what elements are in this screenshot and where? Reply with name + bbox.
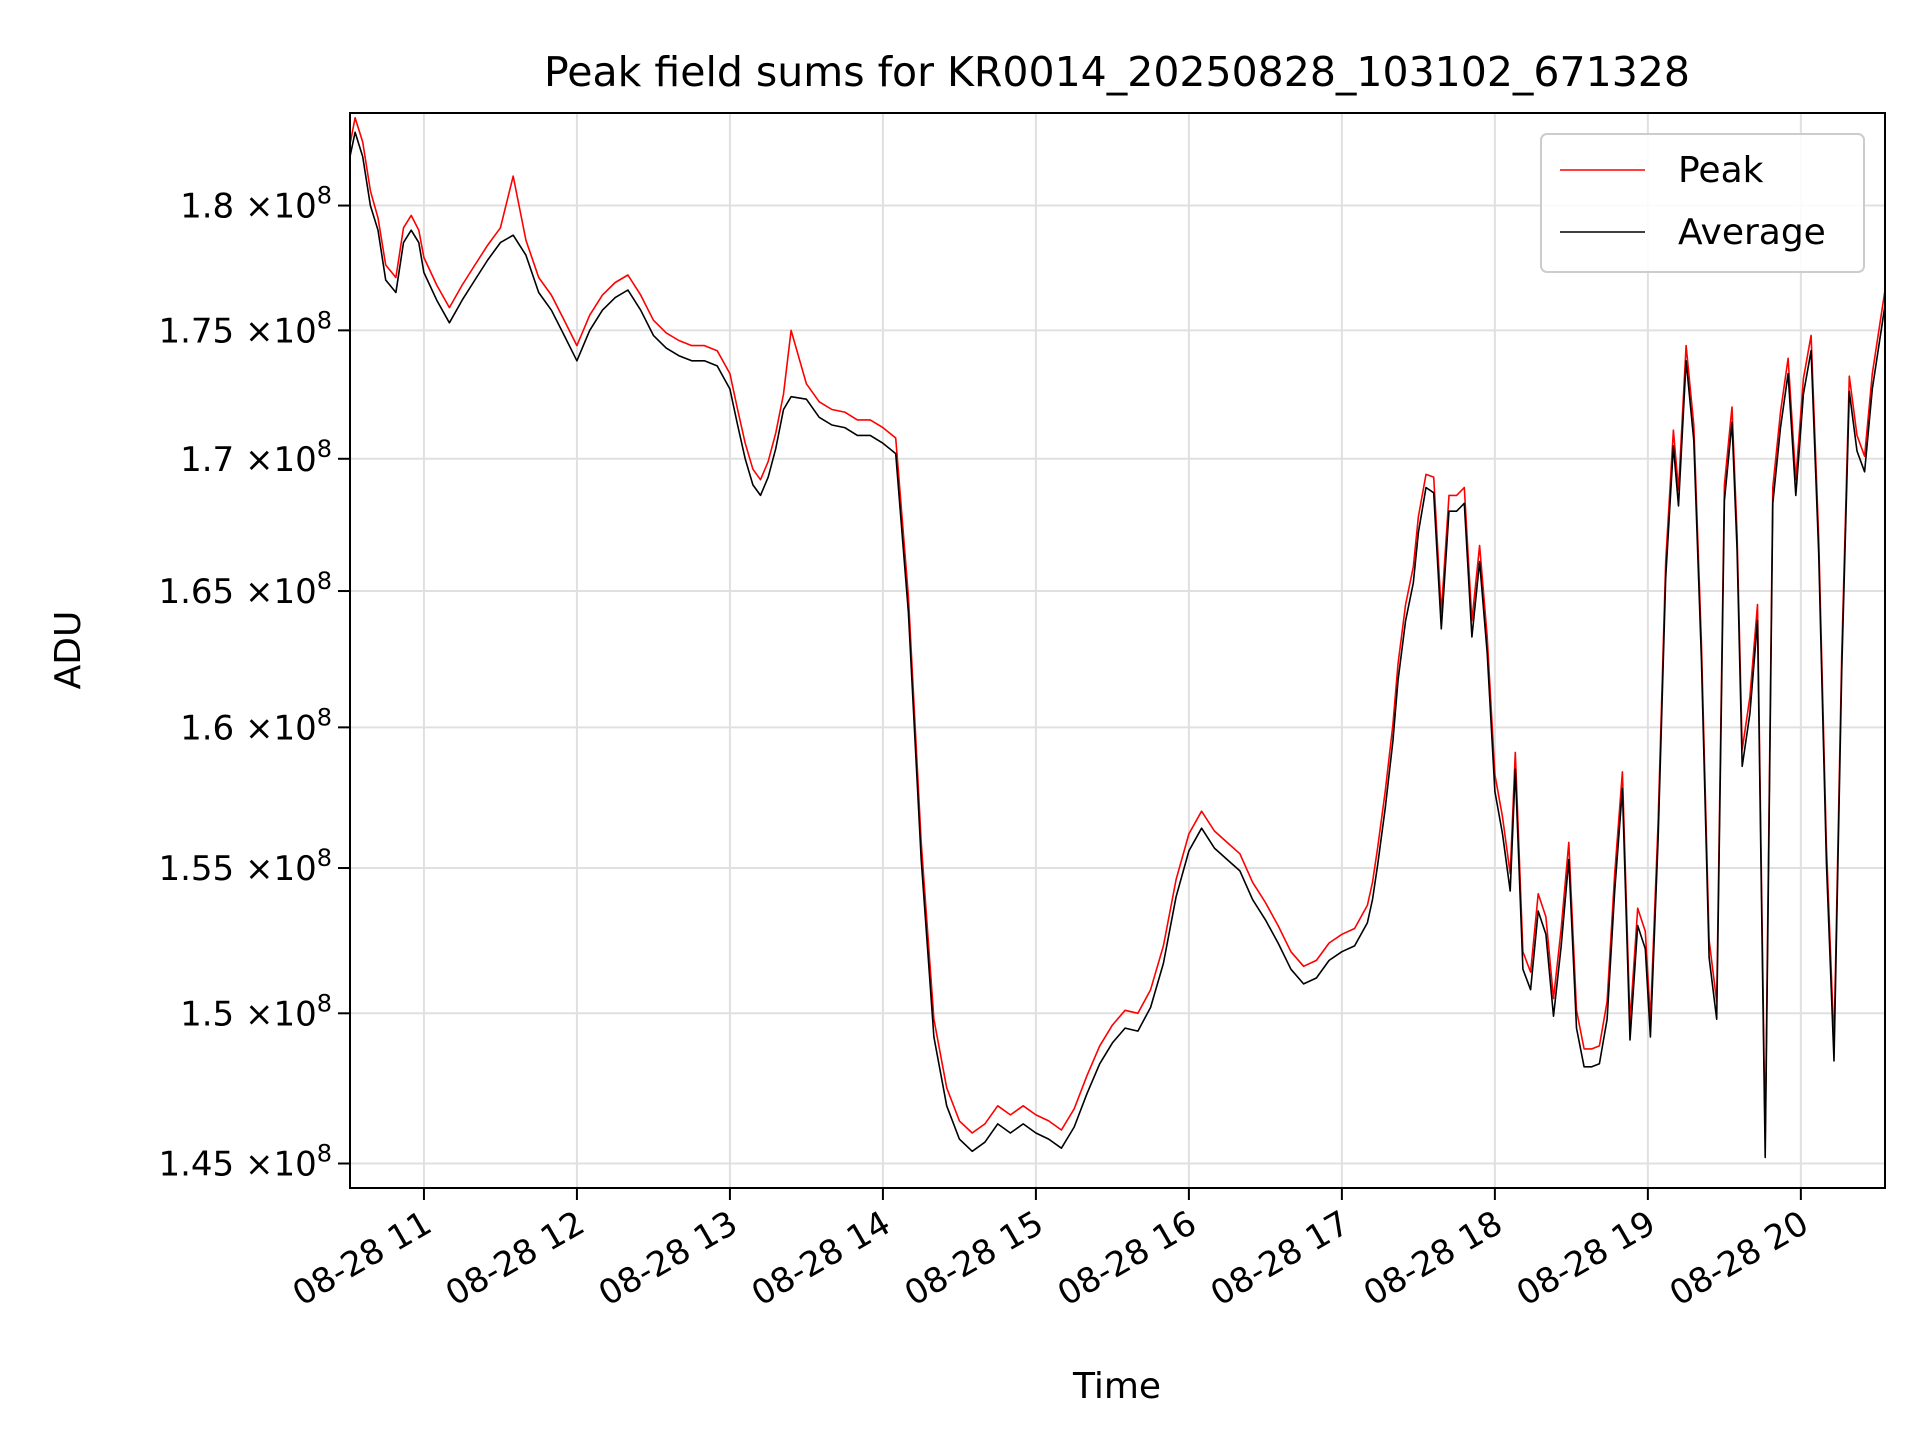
y-tick-label: 1.65 ×108 bbox=[158, 567, 332, 612]
chart-title: Peak field sums for KR0014_20250828_1031… bbox=[544, 48, 1690, 96]
y-tick-label: 1.55 ×108 bbox=[158, 844, 332, 889]
y-axis-title: ADU bbox=[48, 611, 89, 690]
y-tick-label: 1.5 ×108 bbox=[180, 989, 332, 1034]
legend-box bbox=[1540, 133, 1865, 273]
legend: Peak Average bbox=[1540, 133, 1865, 273]
grid bbox=[350, 113, 1885, 1188]
x-axis-title: Time bbox=[1072, 1366, 1161, 1407]
y-tick-label: 1.75 ×108 bbox=[158, 306, 332, 351]
y-axis: 1.45 ×108 1.5 ×108 1.55 ×108 1.6 ×108 1.65 ×… bbox=[158, 182, 350, 1184]
legend-average-label: Average bbox=[1678, 212, 1826, 253]
legend-peak-label: Peak bbox=[1678, 150, 1764, 191]
series-line-average bbox=[350, 131, 1885, 1159]
plot-frame bbox=[349, 112, 1886, 1189]
series-layer bbox=[350, 117, 1885, 1159]
y-tick-label: 1.8 ×108 bbox=[180, 182, 332, 227]
y-tick-label: 1.45 ×108 bbox=[158, 1139, 332, 1184]
y-tick-label: 1.6 ×108 bbox=[180, 703, 332, 748]
y-tick-label: 1.7 ×108 bbox=[180, 435, 332, 480]
